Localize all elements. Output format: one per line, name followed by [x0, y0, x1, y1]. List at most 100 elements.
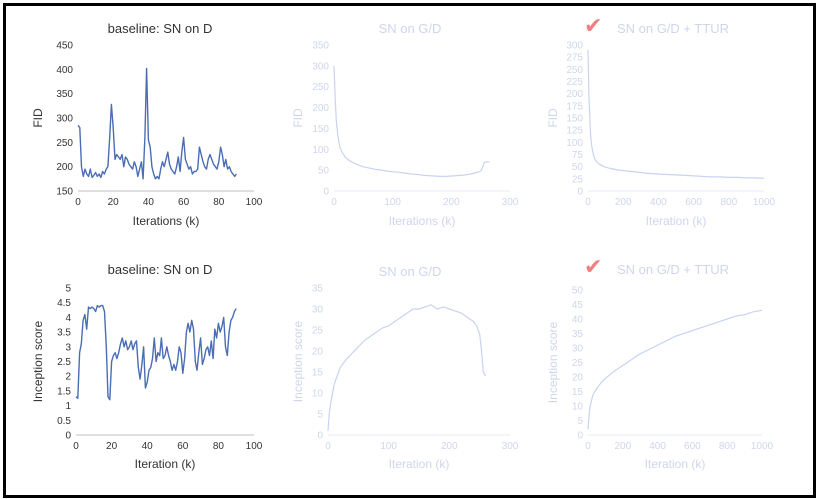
y-tick-label: 50 [572, 286, 584, 297]
x-tick-label: 20 [108, 197, 120, 208]
y-tick-label: 0.5 [57, 416, 71, 427]
chart-title: SN on G/D + TTUR [617, 262, 729, 277]
y-tick-label: 25 [312, 326, 324, 337]
y-tick-label: 15 [572, 387, 584, 398]
y-tick-label: 20 [572, 373, 584, 384]
y-tick-label: 350 [56, 89, 73, 100]
y-tick-label: 0 [577, 187, 583, 198]
check-mark-icon: ✔ [584, 255, 603, 280]
y-tick-label: 20 [312, 347, 324, 358]
x-tick-label: 200 [441, 441, 458, 452]
x-tick-label: 600 [685, 197, 702, 208]
y-tick-label: 250 [56, 138, 73, 149]
y-tick-label: 0 [577, 431, 583, 442]
y-axis-label: Inception score [31, 320, 45, 402]
chart-title: baseline: SN on D [108, 21, 213, 36]
y-tick-label: 0 [65, 431, 71, 442]
y-tick-label: 4 [65, 313, 71, 324]
y-tick-label: 0 [323, 187, 329, 198]
y-tick-label: 200 [56, 162, 73, 173]
x-tick-label: 0 [73, 441, 79, 452]
y-tick-label: 75 [572, 150, 584, 161]
y-axis-label: Inception score [291, 320, 305, 402]
x-tick-label: 1000 [753, 197, 776, 208]
x-axis-label: Iteration (k) [135, 457, 196, 471]
inception-baseline-panel: baseline: SN on D 0 0.5 1 1.5 2 2.5 3 3.5 4 4.5 5 0 2… [18, 257, 274, 478]
y-tick-label: 300 [566, 41, 583, 52]
x-tick-label: 600 [684, 441, 701, 452]
chart-svg: SN on G/D 0 50 100 150 200 250 300 350 0 100 200 300… [291, 21, 519, 228]
y-tick-label: 5 [577, 416, 583, 427]
y-axis-label: FID [31, 108, 45, 128]
inception-sn-gd-panel: SN on G/D 0 5 10 15 20 25 30 35 0 100 200 300 Iterati… [284, 257, 534, 478]
check-mark-icon: ✔ [584, 14, 603, 39]
chart-svg: SN on G/D + TTUR 0 5 10 15 20 25 30 35 40 45 50 0 200… [546, 262, 774, 471]
y-tick-label: 30 [312, 305, 324, 316]
y-tick-label: 30 [572, 344, 584, 355]
chart-title: baseline: SN on D [108, 262, 213, 277]
series-line [77, 67, 237, 180]
y-tick-label: 15 [312, 368, 324, 379]
x-tick-label: 100 [384, 197, 401, 208]
y-tick-label: 250 [312, 82, 329, 93]
y-tick-label: 35 [572, 329, 584, 340]
y-tick-label: 3 [65, 342, 71, 353]
y-tick-label: 200 [312, 103, 329, 114]
y-tick-label: 300 [56, 114, 73, 125]
x-tick-label: 0 [585, 197, 591, 208]
x-tick-label: 20 [106, 441, 118, 452]
x-tick-label: 100 [380, 441, 397, 452]
chart-svg: baseline: SN on D 0 0.5 1 1.5 2 2.5 3 3.5 4 4.5 5 0 2… [31, 262, 263, 471]
y-tick-label: 25 [572, 358, 584, 369]
x-tick-label: 1000 [751, 441, 774, 452]
y-tick-label: 400 [56, 65, 73, 76]
y-axis-label: Inception score [546, 321, 560, 403]
y-tick-label: 10 [312, 389, 324, 400]
chart-svg: SN on G/D 0 5 10 15 20 25 30 35 0 100 200 300 Iterati… [291, 264, 519, 471]
y-tick-label: 125 [566, 126, 583, 137]
series-line [587, 309, 763, 430]
x-tick-label: 80 [213, 441, 225, 452]
y-tick-label: 4.5 [57, 298, 71, 309]
x-tick-label: 200 [614, 441, 631, 452]
y-tick-label: 150 [56, 187, 73, 198]
y-tick-label: 350 [312, 41, 329, 52]
x-tick-label: 300 [502, 441, 519, 452]
chart-svg: baseline: SN on D 150 200 250 300 350 400 450 0 2… [31, 21, 263, 228]
x-tick-label: 400 [649, 441, 666, 452]
y-tick-label: 5 [317, 410, 323, 421]
series-line [75, 304, 237, 401]
x-tick-label: 800 [719, 441, 736, 452]
x-tick-label: 60 [178, 197, 190, 208]
x-axis-label: Iterations (k) [389, 214, 456, 228]
y-tick-label: 45 [572, 300, 584, 311]
x-axis-label: Iteration (k) [645, 457, 706, 471]
y-tick-label: 0 [317, 431, 323, 442]
y-tick-label: 50 [318, 166, 330, 177]
x-tick-label: 40 [143, 197, 155, 208]
y-tick-label: 50 [572, 162, 584, 173]
x-tick-label: 100 [246, 441, 263, 452]
y-tick-label: 25 [572, 174, 584, 185]
y-tick-label: 450 [56, 41, 73, 52]
x-axis-label: Iteration (k) [646, 214, 707, 228]
y-tick-label: 275 [566, 53, 583, 64]
x-tick-label: 100 [246, 197, 263, 208]
y-tick-label: 225 [566, 77, 583, 88]
y-tick-label: 1.5 [57, 386, 71, 397]
chart-title: SN on G/D + TTUR [617, 21, 729, 36]
y-tick-label: 250 [566, 65, 583, 76]
series-line [327, 304, 487, 431]
figure-border [3, 3, 816, 498]
y-tick-label: 300 [312, 61, 329, 72]
x-tick-label: 60 [177, 441, 189, 452]
fid-sn-gd-panel: SN on G/D 0 50 100 150 200 250 300 350 0 100 200 300… [284, 14, 534, 235]
fid-baseline-panel: baseline: SN on D 150 200 250 300 350 400 450 0 2… [18, 14, 274, 235]
fid-sn-gd-ttur-panel: SN on G/D + TTUR 0 25 50 75 100 125 150 175 200 22… [540, 14, 787, 235]
chart-title: SN on G/D [379, 21, 442, 36]
x-tick-label: 0 [585, 441, 591, 452]
y-axis-label: FID [546, 108, 560, 128]
y-tick-label: 5 [65, 284, 71, 295]
y-tick-label: 3.5 [57, 328, 71, 339]
x-tick-label: 0 [325, 441, 331, 452]
